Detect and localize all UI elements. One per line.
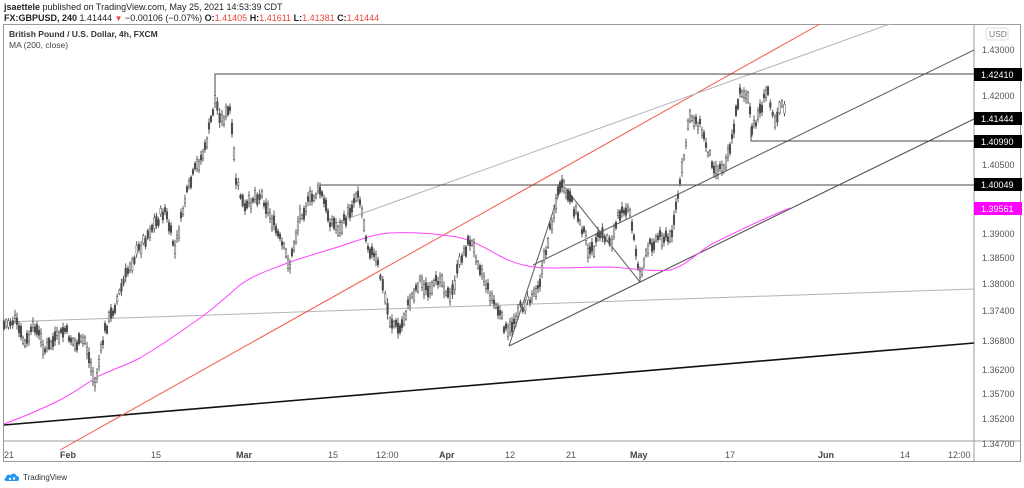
high-value: 1.41611 xyxy=(259,13,292,23)
series-title: British Pound / U.S. Dollar, 4h, FXCM xyxy=(9,29,158,39)
x-tick: 12:00 xyxy=(948,450,971,460)
price-axis[interactable]: 1.43000 1.42000 1.40500 1.39000 1.38500 … xyxy=(982,45,1015,449)
x-tick: Jun xyxy=(818,450,834,460)
y-tick: 1.38500 xyxy=(982,253,1015,263)
y-tick: 1.37400 xyxy=(982,306,1015,316)
y-tick: 1.43000 xyxy=(982,45,1015,55)
x-tick: Apr xyxy=(439,450,455,460)
red-channel-line[interactable] xyxy=(59,23,821,451)
y-tick: 1.34700 xyxy=(982,439,1015,449)
tradingview-logo-icon xyxy=(4,473,20,481)
low-value: 1.41381 xyxy=(302,13,335,23)
x-tick: 17 xyxy=(725,450,735,460)
tradingview-brand[interactable]: TradingView xyxy=(4,472,67,482)
zigzag-pattern[interactable] xyxy=(508,182,641,347)
tag-1-40990: 1.40990 xyxy=(981,137,1014,147)
channel-upper-line[interactable] xyxy=(532,49,975,266)
published-text: published on TradingView.com, May 25, 20… xyxy=(42,2,283,12)
channel-lower-line[interactable] xyxy=(508,118,975,347)
y-tick: 1.38000 xyxy=(982,279,1015,289)
x-tick: May xyxy=(630,450,648,460)
tag-1-40049: 1.40049 xyxy=(981,180,1014,190)
y-tick: 1.35700 xyxy=(982,389,1015,399)
y-tick: 1.35200 xyxy=(982,414,1015,424)
y-tick: 1.39000 xyxy=(982,229,1015,239)
price-tags: 1.42410 1.41444 1.40990 1.40049 1.39561 xyxy=(974,68,1022,215)
x-tick: 15 xyxy=(328,450,338,460)
y-tick: 1.36200 xyxy=(982,365,1015,375)
support-trendline[interactable] xyxy=(3,342,975,426)
open-value: 1.41405 xyxy=(214,13,248,23)
level-1-40990[interactable] xyxy=(750,127,974,142)
upper-parallel-line[interactable] xyxy=(329,23,891,226)
x-tick: 12 xyxy=(505,450,515,460)
symbol-info: FX:GBPUSD, 240 1.41444 ▼ −0.00106 (−0.07… xyxy=(4,13,379,24)
time-axis[interactable]: 21 Feb 15 Mar 15 12:00 Apr 12 21 May 17 … xyxy=(4,450,971,460)
y-tick: 1.40500 xyxy=(982,160,1015,170)
currency-badge xyxy=(985,27,1009,41)
x-tick: 14 xyxy=(900,450,910,460)
publish-info: jsaettele published on TradingView.com, … xyxy=(4,2,283,13)
ma-200-line xyxy=(3,207,791,425)
indicator-label[interactable]: MA (200, close) xyxy=(9,40,69,50)
x-tick: 15 xyxy=(151,450,161,460)
level-1-42410[interactable] xyxy=(214,73,974,108)
x-tick: 21 xyxy=(566,450,576,460)
y-tick: 1.42000 xyxy=(982,91,1015,101)
publisher-name: jsaettele xyxy=(4,2,41,12)
chart-frame xyxy=(3,24,1021,462)
price-change: −0.00106 (−0.07%) xyxy=(125,13,203,23)
close-value: 1.41444 xyxy=(346,13,380,23)
currency-label: USD xyxy=(989,29,1007,39)
x-tick: 12:00 xyxy=(376,450,399,460)
x-tick: Mar xyxy=(236,450,253,460)
tag-last-price: 1.41444 xyxy=(981,114,1014,124)
low-label: L: xyxy=(293,13,303,23)
down-triangle-icon: ▼ xyxy=(114,14,123,23)
tag-ma-200: 1.39561 xyxy=(981,204,1014,214)
open-label: O: xyxy=(204,13,215,23)
high-label: H: xyxy=(249,13,260,23)
last-price: 1.41444 xyxy=(79,13,113,23)
x-tick: 21 xyxy=(4,450,14,460)
tag-1-42410: 1.42410 xyxy=(981,70,1014,80)
brand-name: TradingView xyxy=(23,472,68,482)
symbol: FX:GBPUSD, 240 xyxy=(4,13,78,23)
candlestick-series[interactable] xyxy=(2,83,786,392)
chart-legend[interactable]: British Pound / U.S. Dollar, 4h, FXCM MA… xyxy=(9,29,158,51)
level-1-40049[interactable] xyxy=(319,184,974,198)
x-tick: Feb xyxy=(60,450,77,460)
y-tick: 1.36800 xyxy=(982,336,1015,346)
flat-trendline[interactable] xyxy=(3,288,975,323)
close-label: C: xyxy=(337,13,347,23)
